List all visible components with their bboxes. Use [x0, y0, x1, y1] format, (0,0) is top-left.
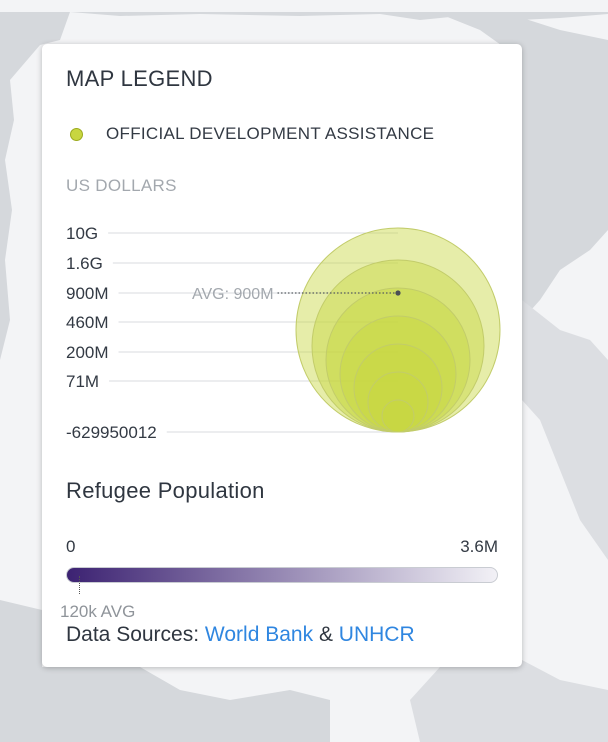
refugee-title: Refugee Population: [66, 478, 265, 503]
map-land-bottom: [0, 600, 330, 742]
size-tick-label: 71M: [66, 372, 99, 391]
map-land-right-mid: [522, 300, 608, 560]
world-bank-link[interactable]: World Bank: [204, 623, 314, 646]
sources-prefix: Data Sources:: [66, 623, 200, 646]
legend-title: MAP LEGEND: [66, 66, 213, 91]
refugee-scale-max: 3.6M: [460, 537, 498, 556]
series-label: OFFICIAL DEVELOPMENT ASSISTANCE: [106, 124, 435, 143]
map-legend-panel: MAP LEGEND OFFICIAL DEVELOPMENT ASSISTAN…: [42, 44, 522, 667]
sources-separator: &: [318, 623, 333, 646]
size-tick-label: 10G: [66, 224, 98, 243]
avg-size-label: AVG: 900M: [192, 286, 274, 303]
map-land-greenland: [440, 14, 608, 320]
data-sources: Data Sources: World Bank & UNHCR: [66, 623, 415, 647]
legend-series-row[interactable]: OFFICIAL DEVELOPMENT ASSISTANCE: [70, 124, 434, 144]
avg-size-dot: [395, 290, 401, 296]
map-land-left: [0, 12, 70, 360]
refugee-avg-label: 120k AVG: [60, 602, 136, 621]
size-tick-label: 460M: [66, 313, 109, 332]
bubble-size-scale: 10G 1.6G 900M 460M 200M 71M -629950012 AVG: 900…: [66, 224, 501, 442]
unhcr-link[interactable]: UNHCR: [338, 623, 415, 646]
size-tick-label: -629950012: [66, 423, 157, 442]
unit-label: US DOLLARS: [66, 176, 177, 195]
map-land-bottom-right: [410, 660, 608, 742]
refugee-scale-min: 0: [66, 537, 76, 556]
size-tick-label: 900M: [66, 284, 109, 303]
size-bubble: [381, 399, 415, 433]
size-tick-label: 200M: [66, 343, 109, 362]
size-tick-label: 1.6G: [66, 254, 103, 273]
refugee-avg-tick: [79, 576, 80, 594]
series-dot-icon: [70, 127, 83, 141]
refugee-gradient-bar: [66, 567, 498, 583]
